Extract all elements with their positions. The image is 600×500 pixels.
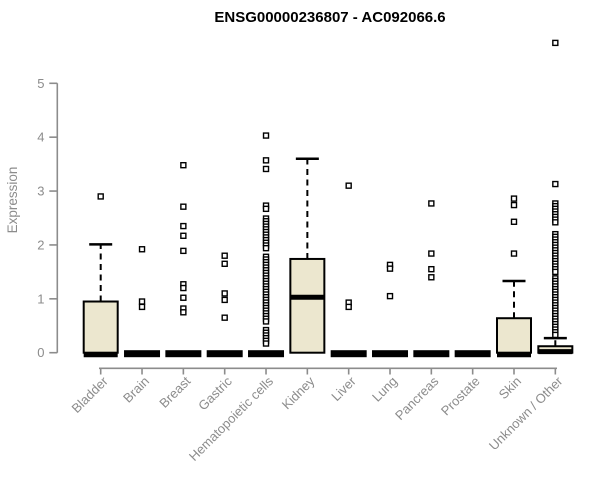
outlier-point — [180, 161, 187, 169]
boxplot-lung — [372, 261, 409, 358]
outlier-point — [180, 309, 187, 316]
flat-box — [165, 350, 202, 358]
y-tick-label: 1 — [37, 291, 44, 306]
outlier-point — [345, 303, 352, 311]
flat-box — [330, 350, 367, 358]
outlier-point — [428, 274, 435, 281]
outlier-point — [552, 268, 559, 276]
outlier-point — [552, 180, 559, 188]
x-tick-label-liver: Liver — [328, 373, 359, 404]
outlier-point — [180, 203, 187, 210]
boxplot-kidney — [289, 157, 326, 354]
outlier-point — [428, 200, 435, 207]
outlier-point — [262, 132, 270, 139]
boxplot-brain — [124, 246, 161, 358]
outlier-point — [262, 340, 270, 347]
outlier-point — [510, 201, 518, 209]
outlier-point — [262, 244, 270, 252]
outlier-point — [262, 165, 270, 173]
boxplot-bladder — [82, 193, 119, 358]
outlier-point — [138, 303, 146, 311]
chart-title: ENSG00000236807 - AC092066.6 — [214, 9, 445, 26]
y-tick-label: 5 — [37, 76, 44, 91]
x-tick-label-breast: Breast — [156, 373, 193, 410]
outlier-point — [221, 252, 228, 259]
boxplot-breast — [165, 161, 202, 358]
outlier-point — [180, 284, 187, 292]
flat-box — [372, 350, 409, 358]
outlier-point — [510, 195, 518, 202]
boxplot-prostate — [454, 350, 491, 358]
x-tick-label-bladder: Bladder — [69, 373, 112, 416]
outlier-point — [138, 246, 146, 253]
y-tick-label: 4 — [37, 130, 44, 145]
boxplot-skin — [496, 195, 532, 358]
outlier-point — [386, 292, 394, 300]
outlier-point — [428, 265, 435, 273]
outlier-point — [138, 298, 146, 305]
x-tick-label-pancreas: Pancreas — [392, 373, 442, 423]
outlier-point — [262, 157, 270, 164]
outlier-point — [180, 222, 187, 230]
outlier-point — [386, 265, 394, 272]
boxplot-liver — [330, 182, 367, 358]
outlier-point — [180, 294, 187, 301]
outlier-point — [510, 250, 518, 257]
boxplot-gastric — [206, 252, 243, 358]
outlier-point — [221, 296, 228, 304]
flat-box — [248, 350, 285, 358]
boxplot-unknown-other — [537, 39, 574, 355]
outlier-point — [262, 318, 270, 325]
flat-box — [413, 350, 450, 358]
outlier-point — [510, 218, 518, 225]
outlier-point — [552, 219, 559, 226]
x-tick-label-gastric: Gastric — [195, 373, 235, 413]
y-tick-label: 3 — [37, 184, 44, 199]
x-tick-label-unknown-other: Unknown / Other — [486, 373, 566, 453]
outlier-point — [552, 39, 559, 47]
x-tick-label-skin: Skin — [496, 374, 524, 402]
box — [289, 257, 326, 354]
boxplots — [82, 39, 574, 358]
y-axis-label: Expression — [5, 167, 20, 234]
outlier-point — [221, 260, 228, 267]
flat-box — [454, 350, 491, 358]
outlier-point — [552, 331, 559, 339]
x-tick-label-lung: Lung — [369, 374, 400, 405]
outlier-point — [180, 232, 187, 239]
box — [82, 300, 119, 354]
x-tick-label-kidney: Kidney — [279, 373, 318, 412]
outlier-point — [345, 182, 352, 189]
y-tick-label: 0 — [37, 345, 44, 360]
outlier-point — [262, 205, 270, 213]
outlier-point — [180, 247, 187, 255]
outlier-point — [221, 314, 228, 321]
boxplot-pancreas — [413, 200, 450, 358]
y-tick-label: 2 — [37, 237, 44, 252]
x-tick-label-prostate: Prostate — [438, 374, 483, 419]
flat-box — [206, 350, 243, 358]
outlier-point — [428, 250, 435, 257]
box — [496, 317, 532, 354]
x-tick-label-brain: Brain — [120, 374, 152, 406]
outlier-point — [97, 193, 104, 200]
outlier-point — [221, 290, 228, 297]
flat-box — [124, 350, 161, 358]
boxplot-hematopoietic-cells — [248, 132, 285, 358]
